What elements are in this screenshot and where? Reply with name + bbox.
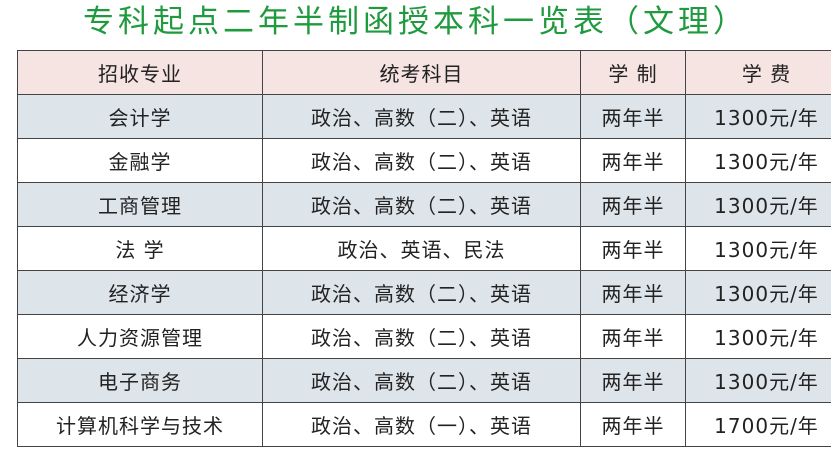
- cell-exam-subjects: 政治、高数（二）、英语: [262, 270, 581, 315]
- table-row: 法 学政治、英语、民法 两年半 1300元/年: [17, 226, 831, 271]
- cell-exam-subjects: 政治、高数（二）、英语: [262, 314, 581, 359]
- cell-duration: 两年半: [580, 402, 686, 447]
- table-row: 会计学 政治、高数（二）、英语 两年半 1300元/年: [17, 94, 831, 139]
- header-fee: 学 费: [685, 50, 831, 95]
- cell-fee: 1300元/年: [685, 182, 831, 227]
- program-table: 招收专业 统考科目 学 制 学 费 会计学 政治、高数（二）、英语 两年半 1300元…: [17, 50, 831, 447]
- cell-exam-subjects: 政治、高数（二）、英语: [262, 182, 581, 227]
- cell-duration: 两年半: [580, 314, 686, 359]
- cell-major: 计算机科学与技术: [17, 402, 263, 447]
- header-exam: 统考科目: [262, 50, 581, 95]
- cell-major: 经济学: [17, 270, 263, 315]
- cell-fee: 1300元/年: [685, 138, 831, 183]
- table-row: 工商管理 政治、高数（二）、英语 两年半 1300元/年: [17, 182, 831, 227]
- cell-fee: 1300元/年: [685, 358, 831, 403]
- cell-major: 电子商务: [17, 358, 263, 403]
- cell-fee: 1300元/年: [685, 270, 831, 315]
- cell-fee: 1700元/年: [685, 402, 831, 447]
- cell-duration: 两年半: [580, 270, 686, 315]
- table-row: 金融学 政治、高数（二）、英语 两年半 1300元/年: [17, 138, 831, 183]
- table-row: 计算机科学与技术 政治、高数（一）、英语 两年半 1700元/年: [17, 402, 831, 447]
- cell-exam-subjects: 政治、高数（二）、英语: [262, 358, 581, 403]
- cell-fee: 1300元/年: [685, 226, 831, 271]
- cell-major: 工商管理: [17, 182, 263, 227]
- cell-major: 会计学: [17, 94, 263, 139]
- cell-exam-subjects: 政治、高数（二）、英语: [262, 94, 581, 139]
- cell-duration: 两年半: [580, 358, 686, 403]
- table-row: 电子商务 政治、高数（二）、英语 两年半 1300元/年: [17, 358, 831, 403]
- cell-major: 法 学: [17, 226, 263, 271]
- cell-duration: 两年半: [580, 94, 686, 139]
- page-title: 专科起点二年半制函授本科一览表（文理）: [83, 4, 748, 40]
- table-row: 人力资源管理 政治、高数（二）、英语 两年半 1300元/年: [17, 314, 831, 359]
- cell-exam-subjects: 政治、高数（一）、英语: [262, 402, 581, 447]
- cell-duration: 两年半: [580, 138, 686, 183]
- header-row: 招收专业 统考科目 学 制 学 费: [17, 50, 831, 95]
- table-row: 经济学 政治、高数（二）、英语 两年半 1300元/年: [17, 270, 831, 315]
- cell-duration: 两年半: [580, 226, 686, 271]
- header-major: 招收专业: [17, 50, 263, 95]
- cell-exam-subjects: 政治、高数（二）、英语: [262, 138, 581, 183]
- header-duration: 学 制: [580, 50, 686, 95]
- cell-duration: 两年半: [580, 182, 686, 227]
- cell-exam-subjects: 政治、英语、民法: [262, 226, 581, 271]
- cell-major: 金融学: [17, 138, 263, 183]
- cell-fee: 1300元/年: [685, 314, 831, 359]
- cell-fee: 1300元/年: [685, 94, 831, 139]
- cell-major: 人力资源管理: [17, 314, 263, 359]
